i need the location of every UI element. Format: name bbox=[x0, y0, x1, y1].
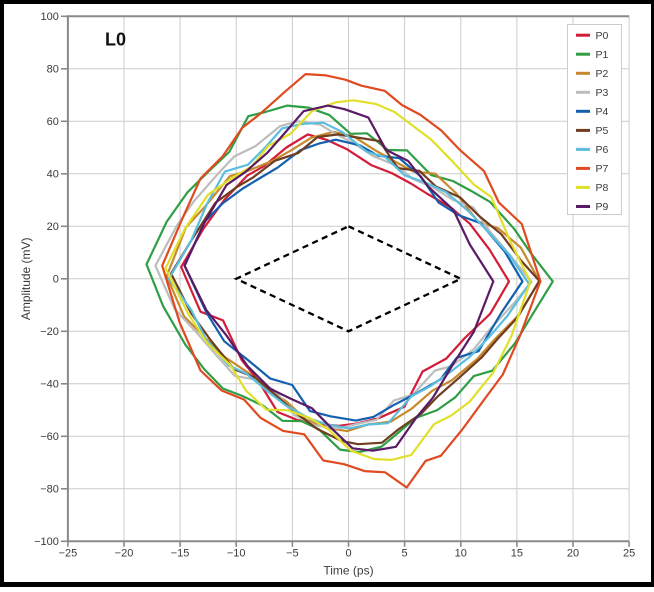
svg-text:Time (ps): Time (ps) bbox=[323, 563, 373, 577]
svg-text:−10: −10 bbox=[227, 547, 246, 559]
svg-text:−15: −15 bbox=[171, 547, 190, 559]
svg-text:−25: −25 bbox=[59, 547, 78, 559]
svg-text:80: 80 bbox=[47, 63, 59, 75]
svg-text:P4: P4 bbox=[596, 106, 609, 118]
svg-text:−40: −40 bbox=[40, 378, 59, 390]
svg-text:10: 10 bbox=[455, 547, 467, 559]
svg-text:P9: P9 bbox=[596, 201, 609, 213]
svg-text:20: 20 bbox=[567, 547, 579, 559]
svg-text:P6: P6 bbox=[596, 144, 609, 156]
svg-text:−20: −20 bbox=[40, 326, 59, 338]
svg-text:P7: P7 bbox=[596, 163, 609, 175]
svg-text:100: 100 bbox=[41, 11, 59, 23]
svg-text:−60: −60 bbox=[40, 431, 59, 443]
svg-text:L0: L0 bbox=[105, 30, 126, 50]
svg-text:0: 0 bbox=[53, 273, 59, 285]
svg-text:20: 20 bbox=[47, 221, 59, 233]
svg-text:−5: −5 bbox=[286, 547, 299, 559]
svg-text:0: 0 bbox=[345, 547, 351, 559]
svg-text:−20: −20 bbox=[115, 547, 134, 559]
svg-text:−100: −100 bbox=[34, 536, 59, 548]
svg-text:5: 5 bbox=[402, 547, 408, 559]
svg-text:P8: P8 bbox=[596, 182, 609, 194]
svg-text:P1: P1 bbox=[596, 49, 609, 61]
svg-text:25: 25 bbox=[623, 547, 635, 559]
svg-text:P3: P3 bbox=[596, 87, 609, 99]
svg-text:60: 60 bbox=[47, 116, 59, 128]
svg-text:P2: P2 bbox=[596, 68, 609, 80]
svg-text:Amplitude (mV): Amplitude (mV) bbox=[19, 237, 33, 320]
svg-text:40: 40 bbox=[47, 168, 59, 180]
svg-text:P5: P5 bbox=[596, 125, 609, 137]
svg-text:15: 15 bbox=[511, 547, 523, 559]
svg-text:−80: −80 bbox=[40, 483, 59, 495]
svg-text:P0: P0 bbox=[596, 30, 609, 42]
